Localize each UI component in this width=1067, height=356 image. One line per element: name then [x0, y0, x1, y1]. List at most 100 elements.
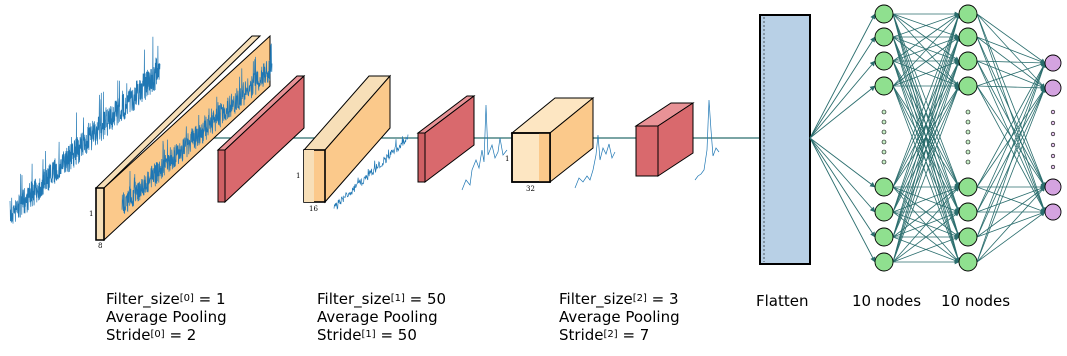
ellipsis-dot: [881, 119, 887, 125]
stride-sup: [1]: [361, 329, 376, 340]
ellipsis-dot: [965, 139, 971, 145]
edge: [976, 62, 1046, 213]
edge: [809, 85, 876, 139]
flatten-layer: [759, 14, 811, 265]
edge: [976, 85, 1046, 188]
hidden-node: [874, 51, 894, 71]
output-node: [1044, 79, 1062, 97]
edge: [976, 62, 1046, 87]
dense-layer-1-label: 10 nodes: [852, 292, 922, 310]
edge: [976, 62, 1046, 238]
edge: [892, 13, 960, 38]
hidden-node: [958, 252, 978, 272]
signal-path: [574, 134, 616, 189]
edge: [892, 211, 960, 263]
filter-size-sup: [0]: [179, 293, 194, 304]
edge: [809, 137, 876, 188]
layer-caption-1: Filter_size[0] = 1 Average Pooling Strid…: [106, 290, 227, 344]
dense-nodes: [874, 4, 1062, 272]
edge: [892, 13, 960, 213]
pooled-signal-5-trace: [694, 99, 720, 181]
hidden-node: [958, 202, 978, 222]
pooling-label: Average Pooling: [106, 308, 227, 326]
edge: [976, 62, 1046, 263]
layer-caption-2: Filter_size[1] = 50 Average Pooling Stri…: [317, 290, 446, 344]
edge: [976, 186, 1046, 263]
ellipsis-dot: [881, 159, 887, 165]
hidden-node: [958, 76, 978, 96]
conv-block-3: 1 32: [505, 96, 595, 193]
pool-block-2: [416, 94, 476, 184]
edge: [976, 13, 1046, 64]
edge: [976, 36, 1046, 188]
filter-size-value: = 3: [646, 290, 679, 308]
dim-depth-label-3: 32: [526, 185, 535, 193]
pool-block-1: [216, 74, 306, 204]
pool-block-3: [634, 102, 695, 177]
hidden-node: [958, 27, 978, 47]
edge: [976, 60, 1046, 66]
layer-caption-3: Filter_size[2] = 3 Average Pooling Strid…: [559, 290, 680, 344]
dense-layer-2-label: 10 nodes: [941, 292, 1011, 310]
filter-size-label: Filter_size: [559, 290, 633, 308]
signal-path: [694, 99, 720, 181]
edge: [809, 36, 876, 139]
pooling-label: Average Pooling: [317, 308, 438, 326]
hidden-node: [958, 4, 978, 24]
ellipsis-dot: [965, 109, 971, 115]
edge: [892, 85, 960, 263]
dim-depth-label-2: 16: [309, 205, 318, 213]
input-signal-trace: [9, 36, 161, 224]
pooling-label: Average Pooling: [559, 308, 680, 326]
edge: [892, 236, 960, 263]
conv-block-2: 1 16: [296, 74, 392, 213]
edge: [892, 36, 960, 87]
edge: [892, 13, 961, 263]
hidden-node: [874, 202, 894, 222]
hidden-node: [958, 177, 978, 197]
hidden-node: [874, 252, 894, 272]
pooled-signal-1-trace: [121, 43, 273, 214]
flatten-label: Flatten: [756, 292, 809, 310]
edge: [976, 13, 1046, 213]
edge: [976, 13, 1046, 188]
ellipsis-dot: [881, 109, 887, 115]
stride-value: = 50: [375, 326, 417, 344]
edge: [892, 36, 960, 62]
ellipsis-dot: [965, 159, 971, 165]
stride-label: Stride: [106, 326, 151, 344]
dim-height-label-1: 1: [89, 210, 93, 218]
output-node: [1044, 178, 1062, 196]
hidden-node: [874, 76, 894, 96]
hidden-node: [958, 227, 978, 247]
ellipsis-dot: [965, 119, 971, 125]
ellipsis-dot: [965, 149, 971, 155]
signal-path: [333, 134, 409, 210]
stride-value: = 7: [617, 326, 650, 344]
stride-value: = 2: [164, 326, 197, 344]
edge: [892, 186, 960, 263]
hidden-node: [874, 4, 894, 24]
edge: [976, 87, 1046, 263]
edge: [809, 60, 876, 139]
ellipsis-dot: [1050, 142, 1056, 148]
ellipsis-dot: [881, 129, 887, 135]
dim-height-label-2: 1: [296, 172, 300, 180]
edge: [976, 36, 1046, 89]
output-node: [1044, 54, 1062, 72]
signal-path: [121, 43, 273, 214]
signal-path: [9, 36, 161, 224]
signal-path: [461, 104, 508, 191]
filter-size-label: Filter_size: [317, 290, 391, 308]
edge: [892, 13, 960, 87]
edge: [809, 137, 876, 213]
stride-label: Stride: [559, 326, 604, 344]
dense-connections: [809, 11, 1046, 265]
hidden-node: [874, 177, 894, 197]
pooled-signal-2-trace: [333, 134, 409, 210]
edge: [809, 137, 876, 263]
edge: [892, 60, 960, 263]
edge: [892, 13, 960, 62]
filter-size-label: Filter_size: [106, 290, 180, 308]
